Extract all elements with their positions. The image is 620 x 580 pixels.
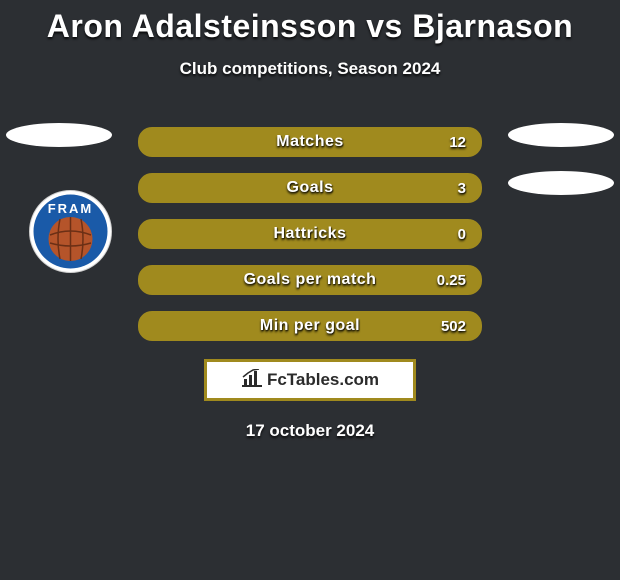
stat-label: Hattricks — [274, 225, 347, 243]
stat-label: Goals per match — [244, 271, 377, 289]
player-avatar-left — [6, 123, 112, 147]
brand-badge[interactable]: FcTables.com — [204, 359, 416, 401]
stat-row-matches: Matches 12 — [138, 127, 482, 157]
player-avatar-right-1 — [508, 123, 614, 147]
comparison-card: Aron Adalsteinsson vs Bjarnason Club com… — [0, 0, 620, 580]
stat-row-hattricks: Hattricks 0 — [138, 219, 482, 249]
stat-label: Min per goal — [260, 317, 360, 335]
subtitle: Club competitions, Season 2024 — [180, 59, 441, 79]
player-avatar-right-2 — [508, 171, 614, 195]
stat-row-goals-per-match: Goals per match 0.25 — [138, 265, 482, 295]
stat-value: 0.25 — [437, 272, 466, 289]
stat-row-goals: Goals 3 — [138, 173, 482, 203]
page-title: Aron Adalsteinsson vs Bjarnason — [47, 8, 573, 45]
stat-row-min-per-goal: Min per goal 502 — [138, 311, 482, 341]
brand-text: FcTables.com — [267, 370, 379, 390]
chart-icon — [241, 369, 263, 392]
stats-area: FRAM Matches 12 Goals 3 Hattricks 0 Goal… — [0, 127, 620, 341]
date-text: 17 october 2024 — [246, 421, 375, 441]
stat-label: Goals — [287, 179, 334, 197]
stat-value: 12 — [449, 134, 466, 151]
svg-text:FRAM: FRAM — [48, 201, 94, 216]
club-logo: FRAM — [28, 189, 113, 274]
stat-value: 0 — [458, 226, 466, 243]
stat-value: 502 — [441, 318, 466, 335]
stat-label: Matches — [276, 133, 344, 151]
stat-value: 3 — [458, 180, 466, 197]
